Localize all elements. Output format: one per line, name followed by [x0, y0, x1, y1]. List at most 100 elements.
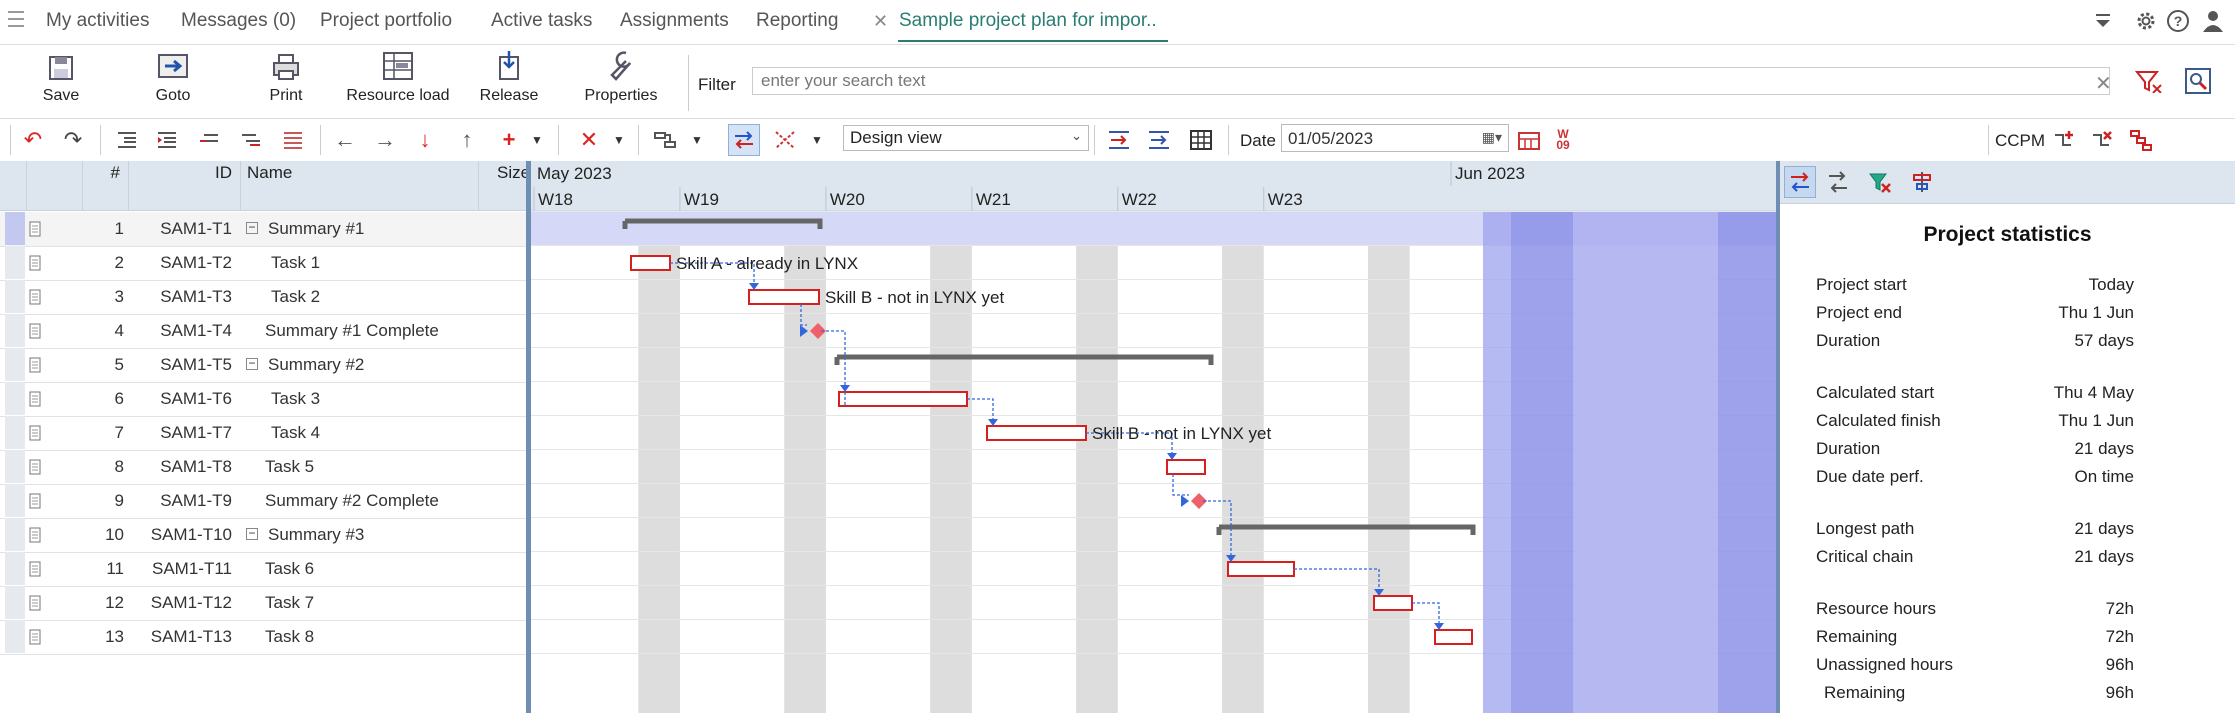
row-selector[interactable]	[5, 382, 25, 415]
task-name[interactable]: Summary #1 Complete	[265, 321, 439, 340]
nav-my-activities[interactable]: My activities	[46, 10, 150, 31]
table-row[interactable]: 5 SAM1-T5 − Summary #2	[0, 348, 530, 383]
insert-row-icon[interactable]	[196, 127, 222, 153]
indent-icon[interactable]	[154, 127, 180, 153]
format-icon[interactable]	[280, 127, 306, 153]
filter-search-input[interactable]	[752, 67, 2110, 95]
filter-funnel-icon[interactable]	[2134, 69, 2163, 98]
properties-button[interactable]: Properties	[583, 49, 659, 105]
table-row[interactable]: 9 SAM1-T9 Summary #2 Complete	[0, 484, 530, 519]
row-selector[interactable]	[5, 586, 25, 619]
task-document-icon[interactable]	[29, 594, 43, 611]
goto-button[interactable]: Goto	[146, 49, 200, 105]
date-input[interactable]: 01/05/2023 ▦▾	[1281, 124, 1509, 152]
grid-splitter[interactable]	[526, 161, 531, 713]
task-document-icon[interactable]	[29, 288, 43, 305]
table-row[interactable]: 2 SAM1-T2 Task 1	[0, 246, 530, 281]
add-icon[interactable]: +	[502, 127, 516, 152]
nav-messages[interactable]: Messages (0)	[181, 10, 297, 31]
task-document-icon[interactable]	[29, 526, 43, 543]
task-bar[interactable]	[838, 391, 968, 407]
ccpm-remove-icon[interactable]	[2090, 127, 2116, 153]
table-row[interactable]: 7 SAM1-T7 Task 4	[0, 416, 530, 451]
task-bar[interactable]	[986, 425, 1087, 441]
user-icon[interactable]	[2202, 9, 2224, 39]
collapse-icon[interactable]	[1106, 127, 1132, 153]
task-bar[interactable]	[1373, 595, 1413, 611]
arrow-down-icon[interactable]: ↓	[419, 127, 431, 152]
task-name[interactable]: Task 7	[265, 593, 315, 612]
menu-icon[interactable]	[8, 8, 24, 36]
week-number-icon[interactable]: W 09	[1556, 127, 1570, 152]
grid-header-size[interactable]: Size	[479, 161, 530, 211]
chevron-down-icon[interactable]: ▼	[613, 133, 625, 147]
dropdown-icon[interactable]	[2094, 12, 2112, 36]
table-row[interactable]: 13 SAM1-T13 Task 8	[0, 620, 530, 655]
collapse-toggle-icon[interactable]: −	[246, 357, 258, 370]
task-document-icon[interactable]	[29, 492, 43, 509]
table-row[interactable]: 10 SAM1-T10 − Summary #3	[0, 518, 530, 553]
task-name[interactable]: Task 4	[271, 423, 321, 442]
settings-gear-icon[interactable]	[2134, 9, 2158, 39]
table-row[interactable]: 6 SAM1-T6 Task 3	[0, 382, 530, 417]
task-document-icon[interactable]	[29, 560, 43, 577]
outdent-icon[interactable]	[114, 127, 140, 153]
grid-header-name[interactable]: Name	[241, 161, 479, 211]
task-document-icon[interactable]	[29, 424, 43, 441]
undo-icon[interactable]: ↶	[23, 127, 43, 152]
nav-assignments[interactable]: Assignments	[620, 10, 729, 31]
task-name[interactable]: Task 1	[271, 253, 321, 272]
row-selector[interactable]	[5, 212, 25, 245]
task-name[interactable]: Task 8	[265, 627, 315, 646]
chevron-down-icon[interactable]: ▼	[811, 133, 823, 147]
task-document-icon[interactable]	[29, 356, 43, 373]
task-document-icon[interactable]	[29, 322, 43, 339]
row-selector[interactable]	[5, 450, 25, 483]
task-bar[interactable]	[748, 289, 820, 305]
panel-splitter[interactable]	[1776, 161, 1780, 713]
row-selector[interactable]	[5, 620, 25, 653]
nav-reporting[interactable]: Reporting	[756, 10, 839, 31]
help-icon[interactable]: ?	[2166, 9, 2190, 39]
nav-active-tasks[interactable]: Active tasks	[491, 10, 593, 31]
clear-filter-icon[interactable]	[1868, 170, 1892, 199]
delete-icon[interactable]: ✕	[579, 127, 599, 152]
task-name[interactable]: Task 2	[271, 287, 321, 306]
clear-filter-icon[interactable]: ✕	[2095, 73, 2112, 95]
toggle-links-icon[interactable]	[728, 124, 760, 156]
tab-sample-project-plan[interactable]: Sample project plan for impor..	[899, 10, 1157, 31]
task-name[interactable]: Summary #2 Complete	[265, 491, 439, 510]
task-name[interactable]: Task 6	[265, 559, 315, 578]
arrow-left-icon[interactable]: ←	[334, 127, 356, 152]
task-name[interactable]: Summary #3	[268, 525, 365, 544]
save-button[interactable]: Save	[36, 49, 86, 105]
grid-header-num[interactable]: #	[83, 161, 129, 211]
row-selector[interactable]	[5, 246, 25, 279]
unlink-icon[interactable]	[772, 127, 798, 153]
task-bar[interactable]	[1227, 561, 1295, 577]
collapse-toggle-icon[interactable]: −	[246, 527, 258, 540]
row-selector[interactable]	[5, 416, 25, 449]
collapse-toggle-icon[interactable]: −	[246, 221, 258, 234]
calendar-grid-icon[interactable]	[1188, 127, 1214, 153]
chevron-down-icon[interactable]: ▼	[691, 133, 703, 147]
switch-icon[interactable]	[1826, 170, 1850, 199]
task-document-icon[interactable]	[29, 220, 43, 237]
grid-header-id[interactable]: ID	[129, 161, 241, 211]
redo-icon[interactable]: ↷	[63, 127, 83, 152]
resource-load-button[interactable]: Resource load	[343, 49, 453, 105]
table-row[interactable]: 8 SAM1-T8 Task 5	[0, 450, 530, 485]
task-document-icon[interactable]	[29, 254, 43, 271]
table-row[interactable]: 4 SAM1-T4 Summary #1 Complete	[0, 314, 530, 349]
expand-icon[interactable]	[1146, 127, 1172, 153]
print-button[interactable]: Print	[266, 49, 306, 105]
task-name[interactable]: Task 3	[271, 389, 321, 408]
task-bar[interactable]	[1434, 629, 1473, 645]
task-name[interactable]: Task 5	[265, 457, 315, 476]
task-name[interactable]: Summary #1	[268, 219, 365, 238]
row-selector[interactable]	[5, 280, 25, 313]
row-selector[interactable]	[5, 314, 25, 347]
align-icon[interactable]	[1910, 170, 1934, 199]
close-tab-icon[interactable]: ✕	[873, 11, 889, 31]
row-selector[interactable]	[5, 552, 25, 585]
